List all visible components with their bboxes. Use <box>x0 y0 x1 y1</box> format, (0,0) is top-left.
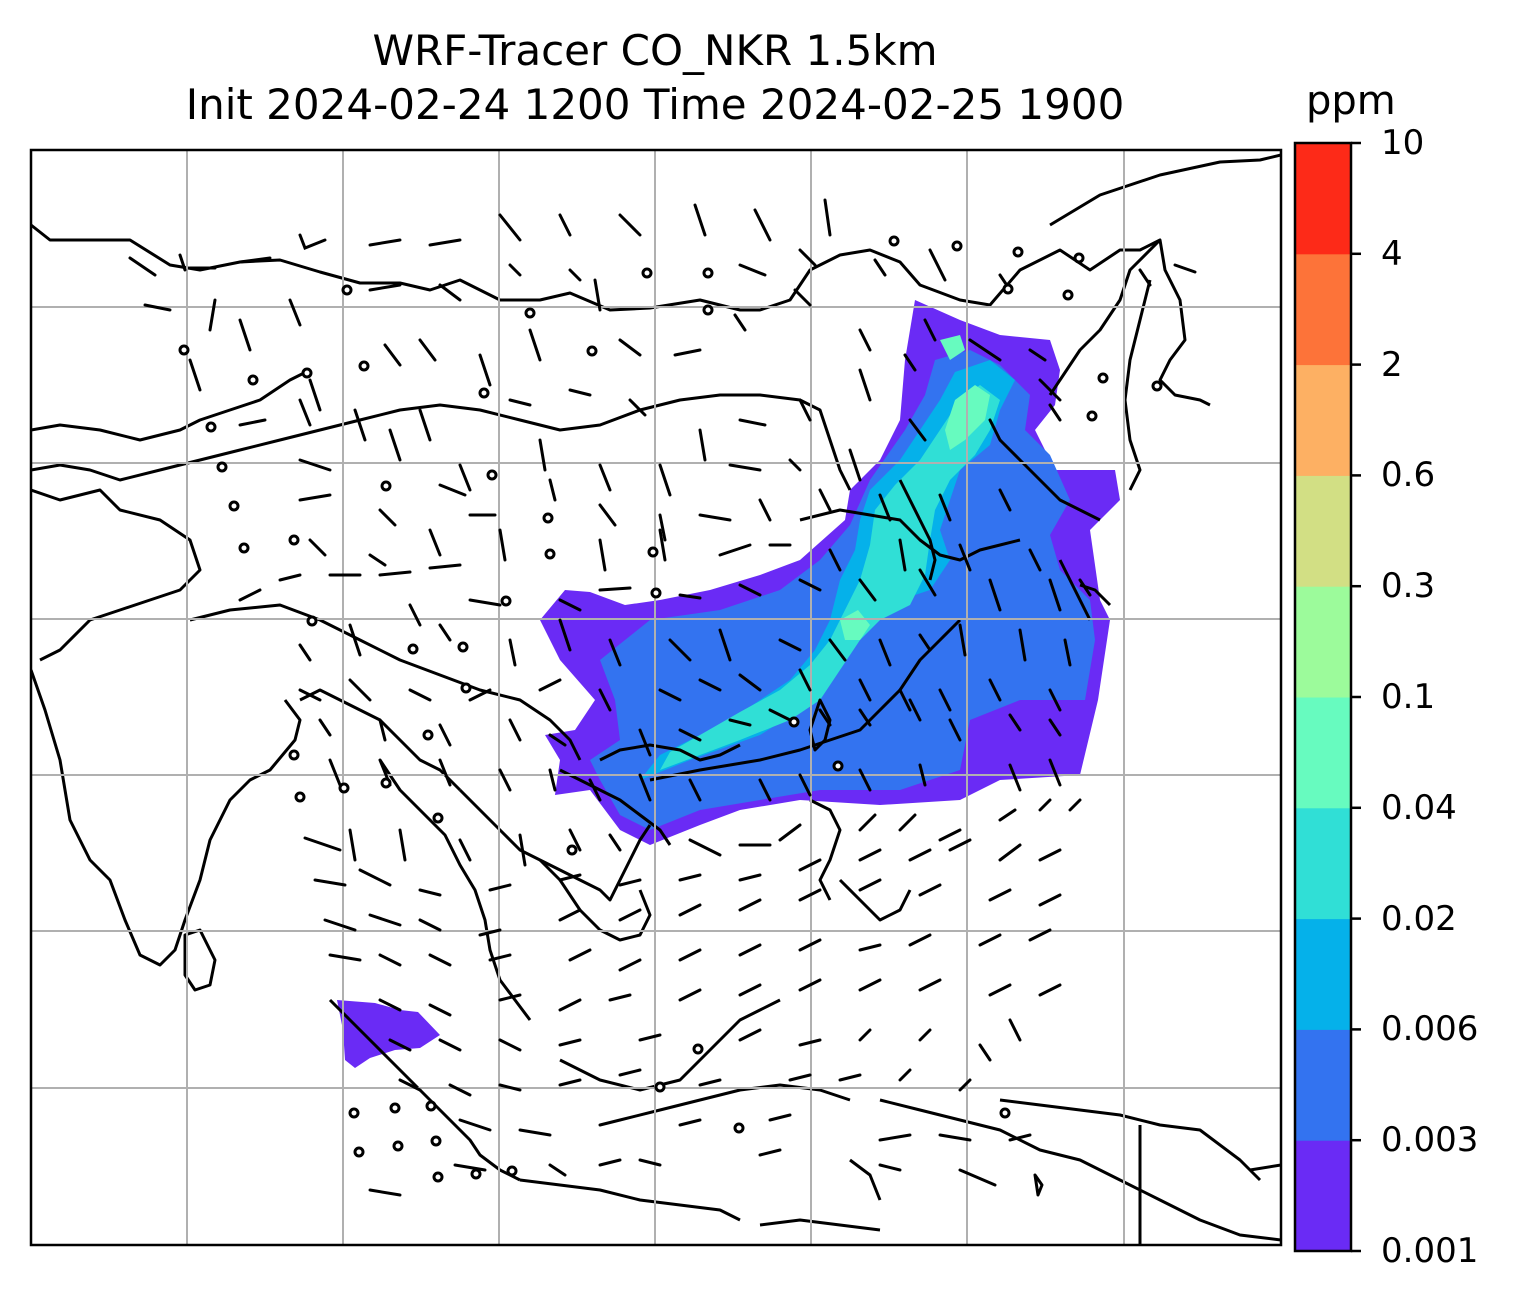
colorbar-tick-label: 0.1 <box>1381 677 1436 717</box>
calm-wind-markers <box>178 235 1163 1183</box>
plume-level-4b <box>840 610 870 640</box>
colorbar-band <box>1295 143 1351 255</box>
colorbar-band <box>1295 253 1351 366</box>
plot-title-line1: WRF-Tracer CO_NKR 1.5km <box>372 26 938 75</box>
colorbar-tick-label: 0.006 <box>1381 1009 1479 1050</box>
colorbar-tick-label: 2 <box>1381 344 1403 385</box>
colorbar-band <box>1295 586 1351 698</box>
colorbar-tick-label: 0.001 <box>1381 1231 1479 1271</box>
colorbar-tick-label: 0.6 <box>1381 455 1436 496</box>
colorbar-band <box>1295 364 1351 476</box>
colorbar-band <box>1295 807 1351 920</box>
plume-level-4c <box>940 335 965 360</box>
tracer-plume-main <box>540 300 1120 845</box>
plot-title-line2: Init 2024-02-24 1200 Time 2024-02-25 190… <box>185 80 1125 129</box>
colorbar-band <box>1295 918 1351 1030</box>
colorbar-tick-label: 0.02 <box>1381 898 1457 939</box>
gridlines <box>31 150 1281 1245</box>
plume-level-3 <box>660 385 1000 770</box>
colorbar-band <box>1295 475 1351 587</box>
colorbar <box>1295 143 1351 1252</box>
tracer-plume-sumatra <box>337 1000 440 1068</box>
colorbar-ticks <box>1351 141 1361 1253</box>
colorbar-band <box>1295 1029 1351 1141</box>
map-frame <box>29 148 1283 1247</box>
colorbar-tick-label: 0.04 <box>1381 787 1457 828</box>
colorbar-tick-label: 0.003 <box>1381 1120 1479 1161</box>
colorbar-unit-label: ppm <box>1306 78 1396 124</box>
colorbar-band <box>1295 1140 1351 1252</box>
colorbar-tick-label: 0.3 <box>1381 566 1436 607</box>
colorbar-tick-label: 10 <box>1381 123 1425 163</box>
wind-barbs <box>128 198 1197 1197</box>
colorbar-tick-label: 4 <box>1381 233 1403 274</box>
colorbar-band <box>1295 697 1351 809</box>
